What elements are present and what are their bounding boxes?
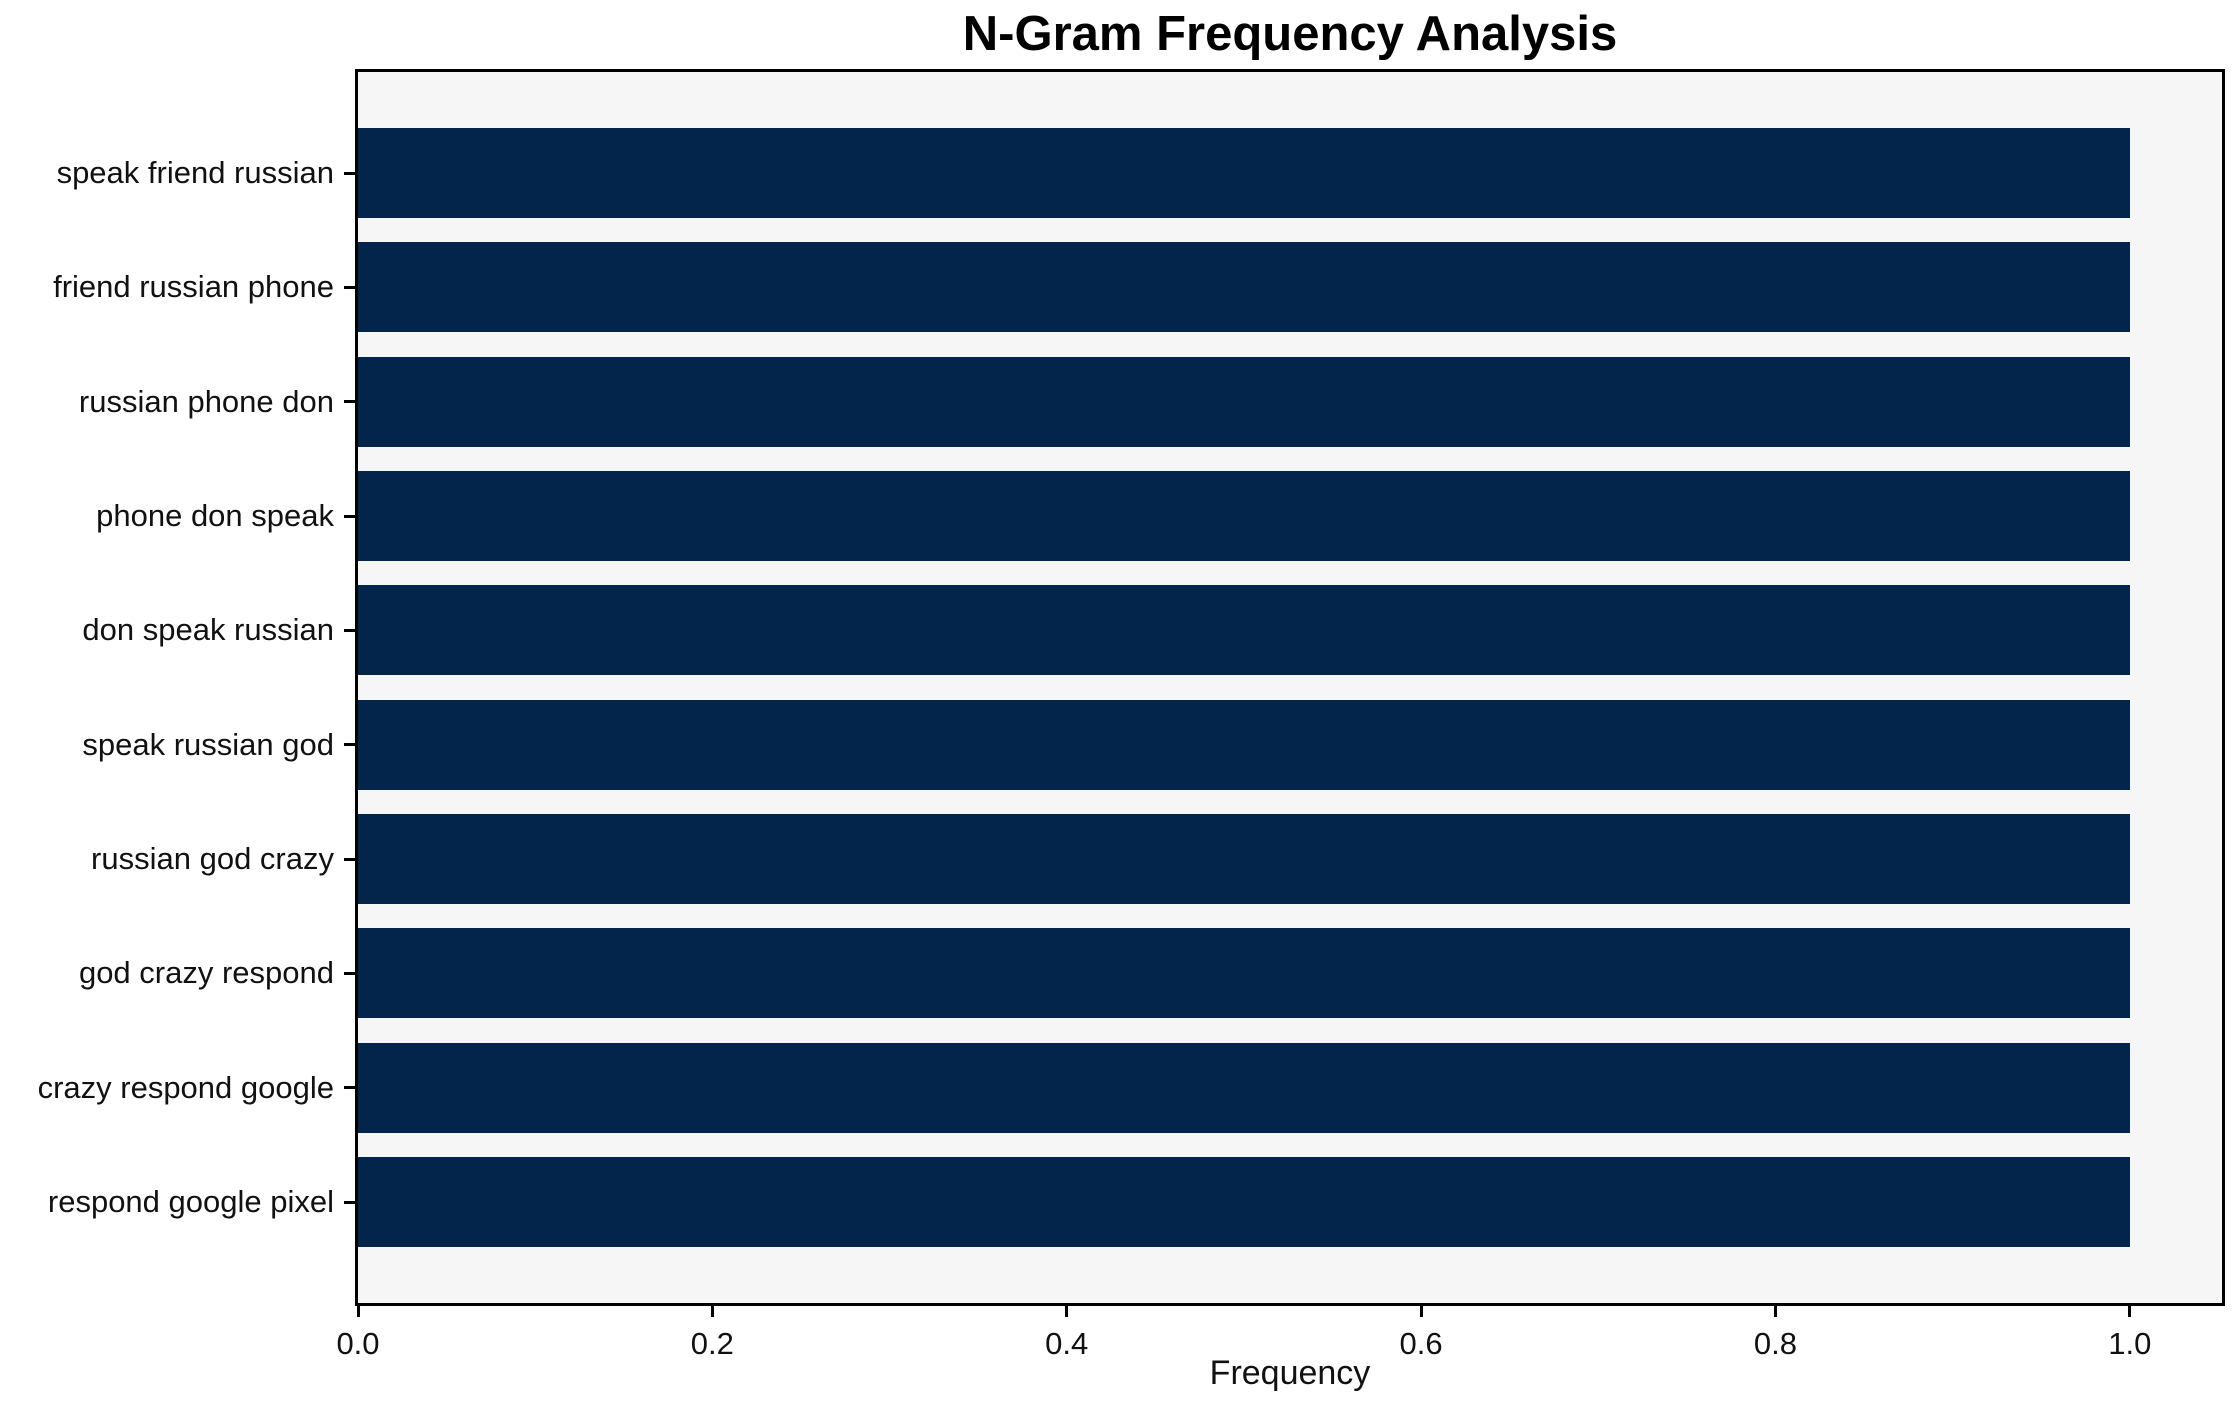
bar [358,585,2130,676]
y-tick [344,1086,355,1090]
y-tick [344,171,355,175]
bar [358,471,2130,561]
y-tick-label: crazy respond google [37,1069,334,1105]
bar [358,699,2130,790]
y-tick-label: god crazy respond [78,955,334,991]
bar [358,1042,2130,1133]
y-tick-label: russian phone don [78,383,334,419]
y-tick-label: speak friend russian [56,155,334,190]
x-tick [1419,1306,1423,1317]
y-tick [344,285,355,289]
y-tick-label: don speak russian [82,612,334,648]
y-tick-label: speak russian god [82,726,334,762]
bar [358,242,2130,333]
x-tick [2128,1306,2132,1317]
y-tick-label: respond google pixel [47,1184,334,1219]
x-tick [710,1306,714,1317]
x-tick-label: 0.6 [1399,1326,1443,1361]
y-tick [344,400,355,404]
chart-title: N-Gram Frequency Analysis [962,7,1618,61]
x-tick-label: 0.8 [1753,1326,1798,1361]
x-tick-label: 0.0 [336,1326,380,1361]
y-tick [344,628,355,632]
y-tick [344,971,355,975]
y-tick [344,857,355,861]
y-tick-label: russian god crazy [91,841,334,876]
plot-area [355,69,2225,1306]
bar [358,814,2130,904]
bar [358,356,2130,447]
y-tick-label: phone don speak [96,498,334,533]
x-tick-label: 0.2 [690,1326,734,1361]
y-tick [344,514,355,518]
bar [358,128,2130,218]
y-tick-label: friend russian phone [53,269,334,305]
y-tick [344,743,355,747]
x-tick [1065,1306,1069,1317]
x-tick-label: 0.4 [1045,1326,1089,1361]
x-tick [356,1306,360,1317]
bar [358,928,2130,1019]
bar [358,1157,2130,1247]
x-tick [1773,1306,1777,1317]
y-tick [344,1200,355,1204]
x-axis-label: Frequency [1209,1354,1371,1392]
x-tick-label: 1.0 [2108,1326,2152,1361]
